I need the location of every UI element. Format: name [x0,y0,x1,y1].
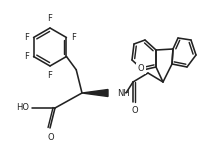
Text: O: O [137,64,144,73]
Text: F: F [23,52,28,61]
Text: HO: HO [16,104,29,112]
Text: F: F [71,33,76,42]
Text: NH: NH [116,89,129,97]
Text: F: F [47,14,52,23]
Text: O: O [47,133,54,142]
Text: O: O [131,106,138,115]
Text: F: F [47,71,52,80]
Text: F: F [23,33,28,42]
Polygon shape [82,90,108,97]
